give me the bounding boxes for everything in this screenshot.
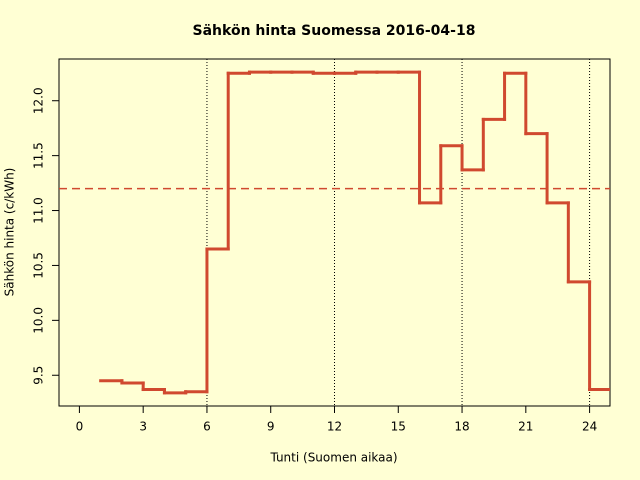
x-tick-label: 3 [139,420,147,434]
x-tick-label: 15 [391,420,406,434]
x-axis-label: Tunti (Suomen aikaa) [269,451,397,465]
x-tick-label: 0 [76,420,84,434]
plot-area [59,59,610,406]
x-tick-label: 21 [518,420,533,434]
x-tick-label: 6 [203,420,211,434]
chart-title: Sähkön hinta Suomessa 2016-04-18 [193,23,476,39]
y-tick-label: 11.5 [32,142,46,169]
y-tick-label: 9.5 [32,366,46,385]
y-tick-label: 10.0 [32,307,46,334]
x-tick-label: 12 [327,420,342,434]
y-tick-label: 12.0 [32,87,46,114]
x-tick-label: 24 [582,420,597,434]
y-axis-label: Sähkön hinta (c/kWh) [3,168,17,297]
y-tick-label: 10.5 [32,252,46,279]
y-tick-label: 11.0 [32,197,46,224]
x-tick-label: 9 [267,420,275,434]
x-tick-label: 18 [454,420,469,434]
